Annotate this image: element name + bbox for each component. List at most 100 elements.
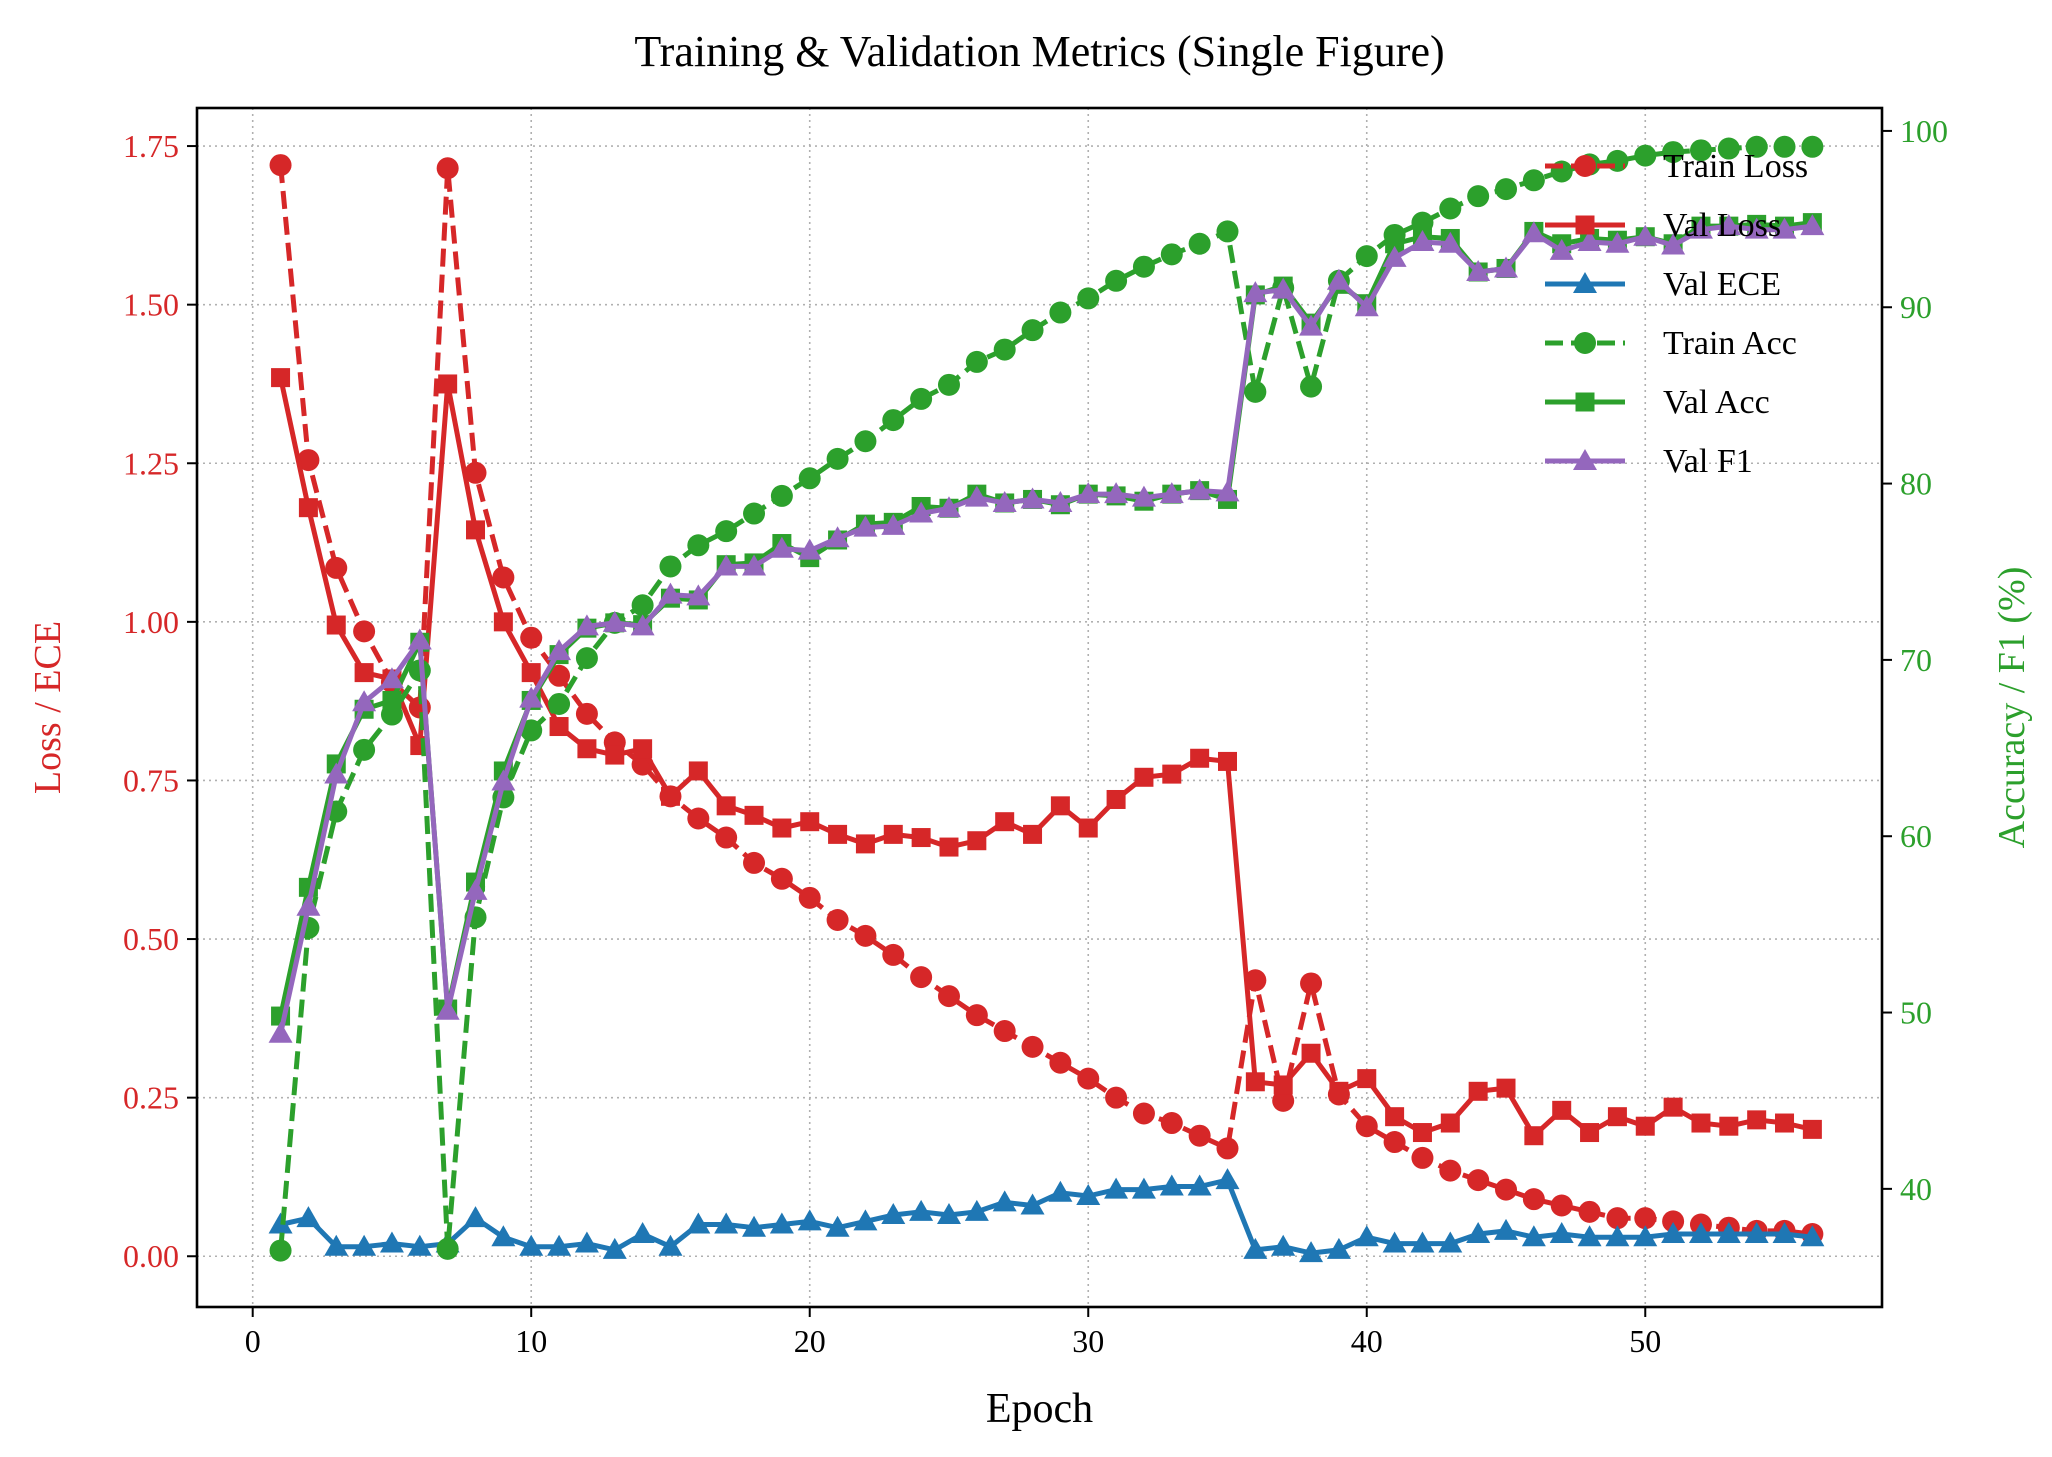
data-point	[379, 1231, 404, 1253]
y-left-tick-label: 0.50	[123, 921, 179, 957]
data-point	[269, 154, 292, 177]
data-point	[1131, 1177, 1156, 1199]
data-point	[1023, 824, 1043, 844]
data-point	[1048, 1180, 1073, 1202]
data-point	[1578, 1200, 1601, 1223]
data-point	[715, 520, 738, 543]
data-point	[1410, 230, 1435, 252]
data-point	[1355, 1115, 1378, 1138]
legend-label: Train Acc	[1663, 325, 1797, 362]
data-point	[298, 498, 318, 518]
y-left-tick-label: 1.00	[123, 604, 179, 640]
data-point	[687, 534, 710, 557]
x-tick-label: 40	[1351, 1323, 1383, 1359]
data-point	[825, 526, 850, 548]
data-point	[548, 664, 571, 687]
data-point	[268, 1021, 293, 1043]
legend-label: Val ECE	[1663, 266, 1781, 303]
data-point	[1385, 1107, 1405, 1127]
data-point	[909, 501, 934, 523]
legend-item: Val Acc	[1545, 384, 1770, 421]
data-point	[297, 449, 320, 472]
data-point	[714, 1212, 739, 1234]
data-point	[964, 1199, 989, 1221]
data-point	[1688, 1222, 1713, 1244]
legend: Train Loss Val Loss Val ECE Train Acc Val Ac…	[1545, 148, 1808, 480]
data-point	[1577, 1225, 1602, 1247]
data-point	[631, 594, 654, 617]
data-point	[1160, 1112, 1183, 1135]
y-axis-left: 0.00 0.25 0.50 0.75 1.00 1.25 1.50 1.75	[123, 128, 197, 1274]
data-point	[1272, 1089, 1295, 1112]
data-point	[1467, 185, 1490, 208]
data-point	[1606, 1207, 1629, 1230]
data-point	[1355, 245, 1378, 268]
data-point	[853, 515, 878, 537]
data-point	[271, 368, 291, 388]
data-point	[548, 692, 571, 715]
data-point	[269, 1239, 292, 1262]
data-point	[1524, 1126, 1544, 1146]
data-point	[1633, 1225, 1658, 1247]
data-point	[1468, 1081, 1488, 1101]
data-point	[1077, 1067, 1100, 1090]
data-point	[1329, 1081, 1349, 1101]
data-point	[1772, 1222, 1797, 1244]
data-point	[324, 762, 349, 784]
legend-label: Val F1	[1663, 443, 1753, 480]
data-point	[658, 582, 683, 604]
data-point	[1215, 480, 1240, 502]
data-point	[716, 796, 736, 816]
data-point	[630, 614, 655, 636]
data-point	[1522, 169, 1545, 192]
data-point	[883, 824, 903, 844]
data-point	[1106, 789, 1126, 809]
data-point	[354, 663, 374, 683]
legend-item: Train Acc	[1545, 325, 1797, 362]
data-point	[1662, 1210, 1685, 1233]
data-point	[1800, 1225, 1825, 1247]
data-point	[575, 647, 598, 670]
data-point	[800, 812, 820, 832]
data-point	[463, 1206, 488, 1228]
data-point	[1326, 268, 1351, 290]
y-axis-right: 40 50 60 70 80 90 100	[1882, 113, 1948, 1207]
data-point	[992, 490, 1017, 512]
y-left-tick-label: 0.25	[123, 1080, 179, 1116]
data-point	[520, 719, 543, 742]
data-point	[1382, 245, 1407, 267]
data-point	[1552, 1100, 1572, 1120]
data-point	[1663, 1097, 1683, 1117]
data-point	[1521, 221, 1546, 243]
data-point	[909, 1199, 934, 1221]
data-point	[1187, 1174, 1212, 1196]
data-point	[605, 745, 625, 765]
data-point	[1273, 1075, 1293, 1095]
data-point	[1077, 287, 1100, 310]
data-point	[1159, 482, 1184, 504]
data-point	[1605, 231, 1630, 253]
data-point	[714, 554, 739, 576]
data-point	[382, 690, 402, 710]
data-point	[1494, 1218, 1519, 1240]
data-point	[1244, 969, 1267, 992]
data-point	[854, 430, 877, 453]
y-axis-left-label: Loss / ECE	[27, 621, 69, 794]
legend-label: Val Loss	[1663, 207, 1781, 244]
data-point	[798, 467, 821, 490]
data-point	[436, 1237, 459, 1260]
data-point	[715, 826, 738, 849]
x-axis-label: Epoch	[986, 1386, 1093, 1432]
data-point	[881, 1203, 906, 1225]
data-point	[1300, 375, 1323, 398]
data-point	[1300, 972, 1323, 995]
data-point	[1411, 1146, 1434, 1169]
y-left-tick-label: 1.75	[123, 128, 179, 164]
data-point	[352, 1234, 377, 1256]
data-point	[1021, 1035, 1044, 1058]
data-point	[1773, 135, 1796, 158]
data-point	[1217, 751, 1237, 771]
data-point	[1271, 1234, 1296, 1256]
data-point	[1439, 197, 1462, 220]
data-point	[1719, 1116, 1739, 1136]
